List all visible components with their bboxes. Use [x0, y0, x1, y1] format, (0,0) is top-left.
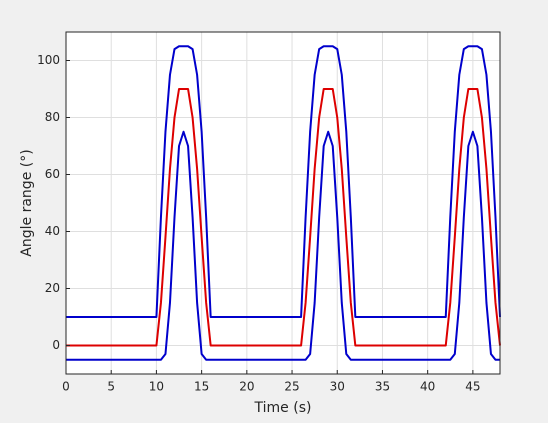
axes-background — [66, 32, 500, 374]
y-tick-label: 20 — [45, 281, 60, 295]
plot-lines — [66, 45, 501, 361]
x-tick-label: 0 — [62, 380, 70, 394]
x-tick-label: 20 — [239, 380, 254, 394]
y-tick-label: 0 — [52, 338, 60, 352]
x-tick-label: 30 — [330, 380, 345, 394]
x-axis-label: Time (s) — [254, 400, 312, 416]
data-line — [66, 88, 501, 347]
x-tick-label: 40 — [420, 380, 435, 394]
x-tick-label: 5 — [107, 380, 115, 394]
axes-box — [65, 31, 501, 375]
x-tick-label: 25 — [284, 380, 299, 394]
y-tick-label: 40 — [45, 224, 60, 238]
x-tick-label: 35 — [375, 380, 390, 394]
y-tick-label: 100 — [37, 53, 60, 67]
y-axis-label: Angle range (°) — [19, 149, 35, 256]
x-tick-label: 15 — [194, 380, 209, 394]
y-tick-label: 60 — [45, 167, 60, 181]
x-tick-label: 45 — [465, 380, 480, 394]
data-line — [66, 130, 500, 361]
y-tick-label: 80 — [45, 110, 60, 124]
data-line — [66, 45, 501, 318]
x-tick-label: 10 — [149, 380, 164, 394]
